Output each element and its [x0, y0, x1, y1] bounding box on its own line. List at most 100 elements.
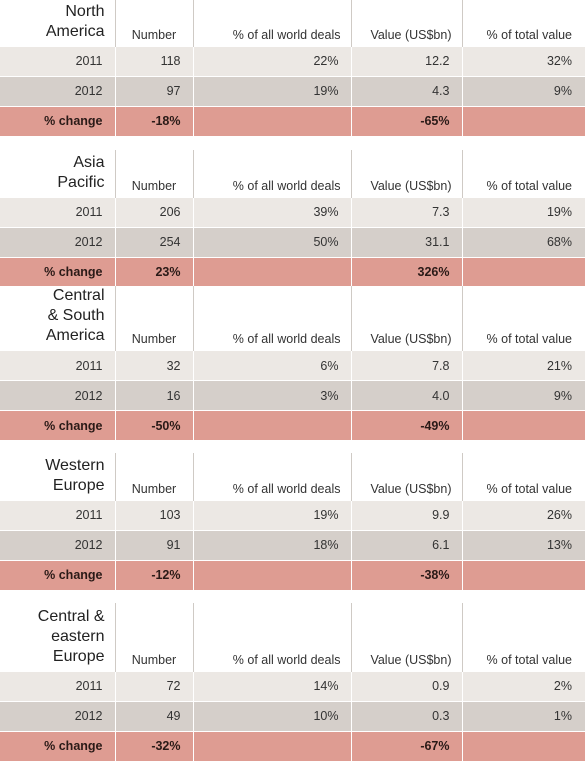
pct-deals-cell: 50%: [192, 226, 351, 257]
year-cell: 2011: [0, 196, 115, 227]
header-row: Central & eastern Europe Number% of all wor…: [0, 603, 585, 671]
pct-value-cell: 68%: [461, 226, 585, 257]
change-label: % change: [0, 559, 115, 590]
region-name: Western Europe: [0, 453, 115, 500]
change-number-cell: -32%: [114, 730, 193, 761]
table-row: 2012 16 3% 4.0 9%: [0, 380, 585, 411]
number-cell: 254: [114, 226, 193, 257]
change-empty-cell: [461, 410, 585, 440]
number-header: Number: [114, 453, 193, 500]
year-cell: 2012: [0, 700, 115, 731]
pct-value-header: % of total value: [461, 0, 585, 46]
header-row: North America Number% of all world deals Va…: [0, 0, 585, 46]
value-cell: 7.3: [350, 196, 462, 227]
pct-value-cell: 9%: [461, 75, 585, 106]
year-cell: 2012: [0, 75, 115, 106]
number-header: Number: [114, 150, 193, 197]
deals-table: Western Europe Number% of all world deals V…: [0, 453, 585, 590]
value-header: Value (US$bn): [350, 286, 462, 351]
number-cell: 91: [114, 529, 193, 560]
pct-value-header: % of total value: [461, 453, 585, 500]
number-cell: 103: [114, 499, 193, 530]
year-cell: 2011: [0, 670, 115, 701]
value-cell: 9.9: [350, 499, 462, 530]
value-cell: 12.2: [350, 45, 462, 76]
change-label: % change: [0, 105, 115, 136]
change-number-cell: -18%: [114, 105, 193, 136]
pct-value-header: % of total value: [461, 286, 585, 351]
region-name: Central & South America: [0, 286, 115, 351]
pct-value-cell: 1%: [461, 700, 585, 731]
region-name-line: Asia: [73, 153, 105, 171]
region-name-line: eastern: [51, 627, 105, 645]
number-header: Number: [114, 0, 193, 46]
table-row: 2011 32 6% 7.8 21%: [0, 350, 585, 381]
pct-value-header: % of total value: [461, 150, 585, 197]
value-cell: 0.9: [350, 670, 462, 701]
pct-value-cell: 19%: [461, 196, 585, 227]
value-header: Value (US$bn): [350, 603, 462, 671]
pct-deals-cell: 6%: [192, 350, 351, 381]
year-cell: 2012: [0, 226, 115, 257]
change-empty-cell: [192, 410, 351, 440]
change-row: % change -32% -67%: [0, 730, 585, 761]
region-name: Central & eastern Europe: [0, 603, 115, 671]
pct-value-cell: 9%: [461, 380, 585, 411]
header-row: Western Europe Number% of all world deals V…: [0, 453, 585, 500]
table-row: 2012 49 10% 0.3 1%: [0, 700, 585, 731]
change-empty-cell: [192, 559, 351, 590]
pct-deals-cell: 14%: [192, 670, 351, 701]
number-header: Number: [114, 603, 193, 671]
pct-deals-header: % of all world deals: [192, 603, 351, 671]
table-row: 2012 91 18% 6.1 13%: [0, 529, 585, 560]
value-header: Value (US$bn): [350, 0, 462, 46]
change-empty-cell: [461, 559, 585, 590]
pct-deals-header: % of all world deals: [192, 0, 351, 46]
year-cell: 2011: [0, 45, 115, 76]
number-header: Number: [114, 286, 193, 351]
table-row: 2011 206 39% 7.3 19%: [0, 196, 585, 227]
region-name-line: America: [45, 327, 105, 344]
number-cell: 16: [114, 380, 193, 411]
change-label: % change: [0, 730, 115, 761]
year-cell: 2011: [0, 499, 115, 530]
region-name-line: Central &: [37, 607, 105, 625]
region-name-line: North: [65, 2, 105, 20]
region-table: Western Europe Number% of all world deals V…: [0, 453, 585, 590]
change-number-cell: -12%: [114, 559, 193, 590]
value-header: Value (US$bn): [350, 453, 462, 500]
change-value-cell: 326%: [350, 256, 462, 287]
number-cell: 97: [114, 75, 193, 106]
pct-deals-header: % of all world deals: [192, 150, 351, 197]
region-name-line: America: [45, 22, 105, 40]
value-cell: 0.3: [350, 700, 462, 731]
change-empty-cell: [461, 256, 585, 287]
pct-deals-cell: 18%: [192, 529, 351, 560]
region-name-line: Western: [45, 456, 105, 474]
region-name-line: Europe: [52, 476, 105, 494]
change-empty-cell: [192, 256, 351, 287]
pct-deals-cell: 22%: [192, 45, 351, 76]
change-row: % change 23% 326%: [0, 256, 585, 287]
year-cell: 2012: [0, 529, 115, 560]
change-row: % change -12% -38%: [0, 559, 585, 590]
change-empty-cell: [192, 730, 351, 761]
table-row: 2012 254 50% 31.1 68%: [0, 226, 585, 257]
pct-deals-cell: 39%: [192, 196, 351, 227]
region-table: Central & South America Number% of all worl…: [0, 286, 585, 440]
pct-value-header: % of total value: [461, 603, 585, 671]
value-cell: 7.8: [350, 350, 462, 381]
deals-table: Asia Pacific Number% of all world deals Val…: [0, 150, 585, 287]
header-row: Central & South America Number% of all worl…: [0, 286, 585, 351]
pct-value-cell: 2%: [461, 670, 585, 701]
header-row: Asia Pacific Number% of all world deals Val…: [0, 150, 585, 197]
value-header: Value (US$bn): [350, 150, 462, 197]
value-cell: 4.3: [350, 75, 462, 106]
pct-deals-cell: 10%: [192, 700, 351, 731]
table-row: 2011 103 19% 9.9 26%: [0, 499, 585, 530]
pct-value-cell: 26%: [461, 499, 585, 530]
number-cell: 118: [114, 45, 193, 76]
change-label: % change: [0, 256, 115, 287]
deals-table: Central & eastern Europe Number% of all wor…: [0, 603, 585, 761]
